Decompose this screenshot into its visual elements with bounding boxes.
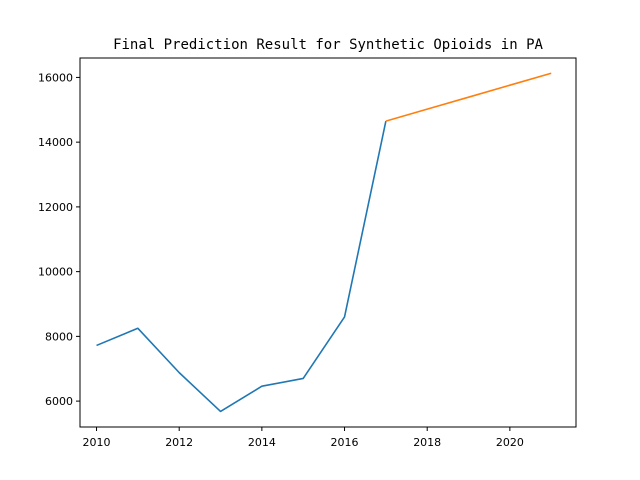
plot-lines — [96, 72, 552, 413]
series-line-1 — [96, 120, 387, 413]
x-tick-label: 2016 — [331, 436, 359, 449]
chart-title: Final Prediction Result for Synthetic Op… — [113, 37, 543, 53]
x-tick-label: 2018 — [413, 436, 441, 449]
x-tick-label: 2010 — [83, 436, 111, 449]
x-tick-label: 2014 — [248, 436, 276, 449]
y-tick-label: 10000 — [38, 266, 73, 279]
x-tick-label: 2020 — [496, 436, 524, 449]
y-tick-label: 12000 — [38, 201, 73, 214]
y-tick-label: 8000 — [45, 330, 73, 343]
plot-frame — [79, 57, 577, 428]
x-tick-label: 2012 — [165, 436, 193, 449]
y-axis: 6000 8000 10000 12000 14000 16000 — [38, 71, 80, 408]
y-tick-label: 6000 — [45, 395, 73, 408]
y-tick-label: 16000 — [38, 71, 73, 84]
x-axis: 2010 2012 2014 2016 2018 2020 — [83, 427, 524, 449]
y-tick-label: 14000 — [38, 136, 73, 149]
series-line-2 — [385, 72, 552, 122]
